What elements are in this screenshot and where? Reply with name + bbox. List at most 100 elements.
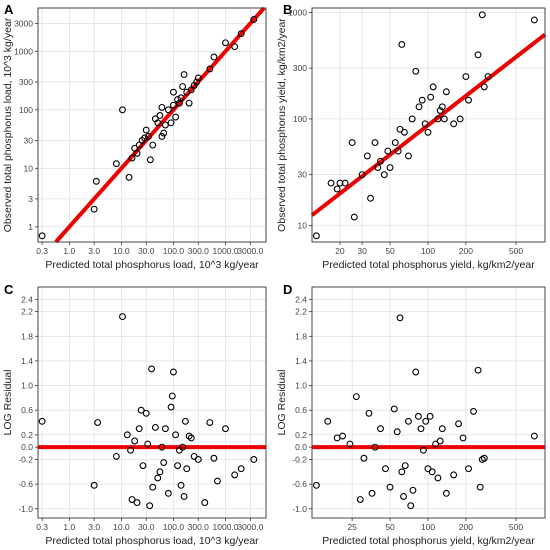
panel-c-data-point [142,409,150,417]
panel-d-data-point [393,428,401,436]
panel-b-data-point [391,139,399,147]
panel-b-data-point [465,96,472,104]
panel-b-y-tick-label: 1000 [288,7,307,17]
panel-a-y-tick-label: 1 [28,222,33,232]
panel-d-data-point [405,417,412,425]
panel-c-y-tick-label: 2.4 [21,294,33,304]
panel-c-y-tick-label: 1.4 [21,356,33,366]
panel-b-data-point [367,194,374,202]
panel-c-x-tick-label: 1000.0 [212,522,238,532]
panel-a-data-point [112,160,120,168]
panel-b-data-point [484,73,492,81]
panel-a-data-point [144,133,152,140]
panel-a-x-tick-label: 100.0 [163,246,185,256]
panel-a-x-tick-label: 0.3 [36,246,48,256]
panel-c-x-tick-label: 30.0 [138,522,155,532]
panel-a-data-point [169,88,177,96]
panel-b-x-label: Predicted total phosphorus yield, kg/km2… [322,259,535,271]
panel-c-x-tick-label: 100.0 [163,522,185,532]
panel-a-x-tick-label: 30.0 [138,246,155,256]
panel-c-data-point [160,459,168,467]
panel-b-data-point [348,139,356,147]
panel-b-x-tick-label: 20 [335,246,345,256]
panel-a-y-tick-label: 3000 [14,18,33,28]
panel-a-data-point [142,126,150,134]
panel-c-y-tick-label: -0.2 [18,454,33,464]
panel-d-data-point [356,496,364,503]
panel-d-x-label: Predicted total phosphorus yield, kg/km2… [322,535,535,547]
panel-d-data-point [432,440,440,448]
panel-d-data-point [382,465,389,473]
panel-c-data-point [237,465,245,473]
panel-c-data-point [213,477,221,485]
panel-b-x-ticks: 20 30 50 100 200 500 [335,242,523,256]
panel-a-points [38,16,258,240]
panel-b-data-point [371,139,379,147]
panel-b-data-point [408,115,416,123]
panel-d-data-point [455,420,463,428]
panel-a-data-point [128,154,136,162]
panel-b-data-point [418,96,426,104]
panel-a-data-point [193,78,201,86]
panel-a-y-tick-label: 3 [28,194,33,204]
panel-c-data-point [154,474,162,482]
panel-c-data-point [90,481,98,489]
panel-c-data-point [156,468,164,476]
panel-c-data-point [149,483,157,491]
panel-a-data-point [250,16,258,23]
panel-d-y-tick-label: 1.0 [295,381,307,391]
panel-d-chart: D 25 50 100 200 500 -1.0 -0.6 -0.2 0.2 0.6 1.0 1.4… [276,282,546,547]
panel-a-data-point [180,71,188,79]
panel-c-data-point [210,454,218,462]
panel-d-data-point [419,446,427,454]
panel-c-data-point [123,431,131,439]
panel-a-data-point [185,99,193,107]
panel-d-data-point [428,468,436,476]
panel-a-data-point [231,43,239,51]
panel-c-y-ticks: -1.0 -0.6 -0.2 0.2 0.6 1.0 1.4 1.8 2.2 0.0 2.4 [18,294,38,514]
panel-c-data-point [180,492,188,500]
panel-d-data-point [480,454,488,462]
panel-b-chart: B 20 30 50 100 200 500 10 30 100 300 1000 Predict… [276,2,547,271]
panel-c-data-point [137,406,145,414]
panel-d-data-point [465,465,472,473]
panel-a-data-point [167,119,175,127]
panel-c-data-point [94,419,102,426]
panel-d-data-point [312,481,320,489]
panel-a-data-point [158,133,166,140]
panel-b-data-point [341,179,349,187]
panel-a-y-tick-label: 100 [19,105,33,115]
panel-d-y-tick-label: 0.0 [295,442,307,452]
panel-d-data-point [442,489,450,497]
panel-c-data-point [128,496,136,503]
panel-c-data-point [250,456,258,463]
panel-c-data-point [144,440,152,448]
panel-a-data-point [154,119,162,127]
panel-b-x-tick-label: 200 [459,246,473,256]
panel-b-x-tick-label: 30 [357,246,367,256]
panel-d-data-point [436,437,444,445]
panel-c-y-tick-label: 2.2 [21,307,33,317]
panel-a-data-point [169,101,177,109]
panel-b-data-point [336,179,344,187]
panel-d-x-tick-label: 500 [509,522,523,532]
panel-c-y-tick-label: -0.6 [18,479,33,489]
panel-c-data-point [133,499,141,507]
panel-b-data-point [530,16,538,24]
panel-b-frame [311,7,546,243]
panel-c-data-point [38,417,46,425]
panel-a-data-point [90,205,98,213]
panel-d-data-point [324,417,332,425]
panel-d-letter: D [283,282,292,297]
panel-c-data-point [112,452,120,460]
panel-d-data-point [407,502,415,510]
panel-b-data-point [436,107,444,114]
panel-b-fit-line [310,32,547,217]
panel-b-data-point [421,120,429,128]
panel-d-data-point [530,432,538,440]
panel-d-y-tick-label: 0.2 [295,430,307,440]
panel-a-data-point [194,74,202,82]
panel-b-y-tick-label: 100 [293,114,307,124]
